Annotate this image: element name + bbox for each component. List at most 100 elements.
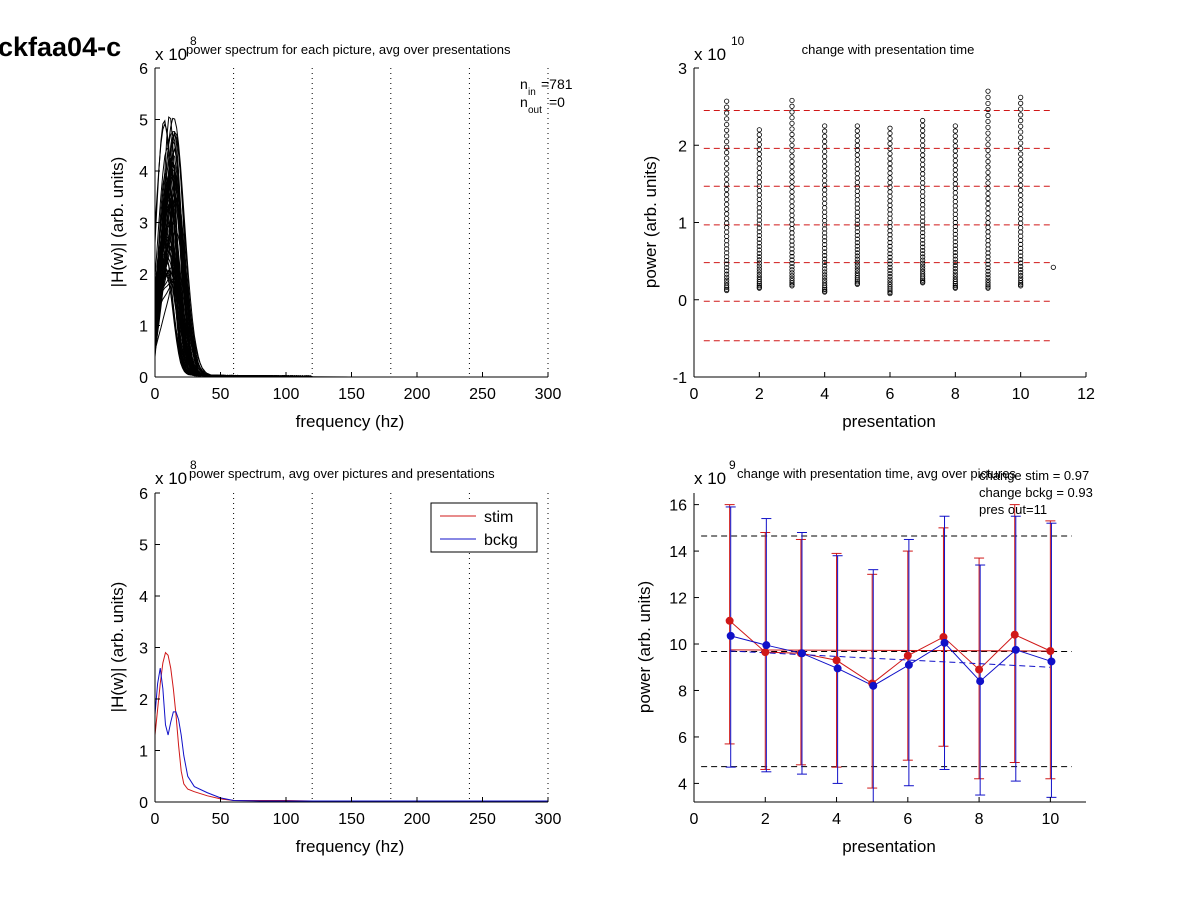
data-point xyxy=(952,167,958,173)
data-point xyxy=(952,227,958,234)
data-point xyxy=(756,151,762,157)
data-point xyxy=(985,205,991,212)
spectrum-line xyxy=(154,245,549,378)
data-point xyxy=(887,180,893,186)
y-tick-label: 0 xyxy=(139,370,148,387)
data-point xyxy=(887,211,893,217)
x-tick-label: 0 xyxy=(151,386,160,403)
data-point xyxy=(822,133,828,139)
annotation-change-stim: change stim = 0.97 xyxy=(979,468,1089,483)
data-point xyxy=(887,261,893,267)
data-point xyxy=(887,289,893,296)
data-point xyxy=(756,170,762,176)
data-point-stim xyxy=(832,656,841,665)
data-point xyxy=(952,148,958,154)
panel-title: change with presentation time xyxy=(802,42,975,57)
data-point xyxy=(854,184,860,190)
spectrum-line xyxy=(154,116,549,378)
data-point xyxy=(887,247,893,253)
data-point xyxy=(1018,197,1024,203)
exponent-value: 8 xyxy=(190,458,197,472)
data-point xyxy=(1018,211,1024,217)
x-tick-label: 12 xyxy=(1077,386,1095,403)
spectrum-line xyxy=(154,252,549,378)
data-point xyxy=(789,198,795,205)
spectrum-line xyxy=(154,243,549,378)
data-point-stim xyxy=(1046,646,1055,655)
y-tick-label: 1 xyxy=(139,319,148,336)
data-point xyxy=(985,268,991,274)
data-point xyxy=(887,198,893,204)
spectrum-line xyxy=(154,263,549,378)
data-point xyxy=(822,138,828,144)
data-point xyxy=(887,251,893,257)
x-tick-label: 10 xyxy=(1012,386,1030,403)
data-point xyxy=(887,151,893,157)
data-point xyxy=(920,133,926,139)
spectrum-line xyxy=(154,122,549,378)
data-point xyxy=(920,193,926,199)
data-point xyxy=(822,218,828,224)
data-point xyxy=(920,117,926,124)
annotation-pres-out: pres out=11 xyxy=(979,502,1047,517)
spectrum-line xyxy=(154,171,549,378)
y-tick-label: 6 xyxy=(678,730,687,747)
data-point xyxy=(887,165,893,171)
data-point xyxy=(920,251,926,257)
data-point xyxy=(724,264,730,271)
y-tick-label: 1 xyxy=(678,216,687,233)
data-point xyxy=(789,203,795,209)
spectrum-line xyxy=(154,250,549,378)
spectrum-line xyxy=(154,221,549,378)
data-point xyxy=(887,284,893,290)
data-point xyxy=(1018,106,1024,112)
data-point xyxy=(724,171,730,177)
data-point xyxy=(985,210,991,216)
data-point xyxy=(1018,216,1024,222)
data-point xyxy=(724,191,730,198)
data-point xyxy=(952,153,958,159)
data-point xyxy=(887,193,893,200)
y-tick-label: 1 xyxy=(139,744,148,761)
legend: stim bckg xyxy=(430,502,538,553)
data-point xyxy=(789,278,795,284)
data-point xyxy=(952,274,958,280)
data-point xyxy=(985,112,991,119)
data-point xyxy=(756,266,762,272)
data-point xyxy=(854,123,860,129)
data-point xyxy=(887,267,893,274)
y-tick-label: 4 xyxy=(139,164,148,181)
data-point xyxy=(1018,100,1024,106)
data-point xyxy=(920,202,926,208)
data-point xyxy=(854,188,860,194)
data-point xyxy=(756,146,762,152)
data-point xyxy=(887,279,893,285)
spectrum-line xyxy=(154,272,549,378)
data-point xyxy=(1018,260,1024,266)
data-point xyxy=(724,196,730,203)
data-point xyxy=(756,263,762,269)
data-point xyxy=(756,201,762,207)
data-point xyxy=(1018,140,1024,146)
spectrum-line xyxy=(154,236,549,378)
data-point xyxy=(1018,172,1024,178)
y-axis-label: |H(w)| (arb. units) xyxy=(108,582,127,713)
data-point xyxy=(1018,94,1024,100)
data-point xyxy=(920,218,926,224)
spectrum-line xyxy=(154,225,549,378)
data-point xyxy=(854,221,860,227)
data-point-stim xyxy=(903,651,912,660)
data-point xyxy=(920,197,926,204)
data-point xyxy=(822,249,828,255)
exponent-value: 10 xyxy=(731,34,745,48)
data-point xyxy=(920,247,926,254)
y-tick-label: 6 xyxy=(139,486,148,503)
data-point xyxy=(887,125,893,131)
y-tick-label: 3 xyxy=(678,61,687,78)
data-point xyxy=(887,146,893,152)
data-point xyxy=(887,184,893,190)
data-point xyxy=(822,205,828,211)
x-tick-label: 100 xyxy=(273,386,300,403)
data-point xyxy=(854,161,860,167)
data-point xyxy=(724,254,730,260)
